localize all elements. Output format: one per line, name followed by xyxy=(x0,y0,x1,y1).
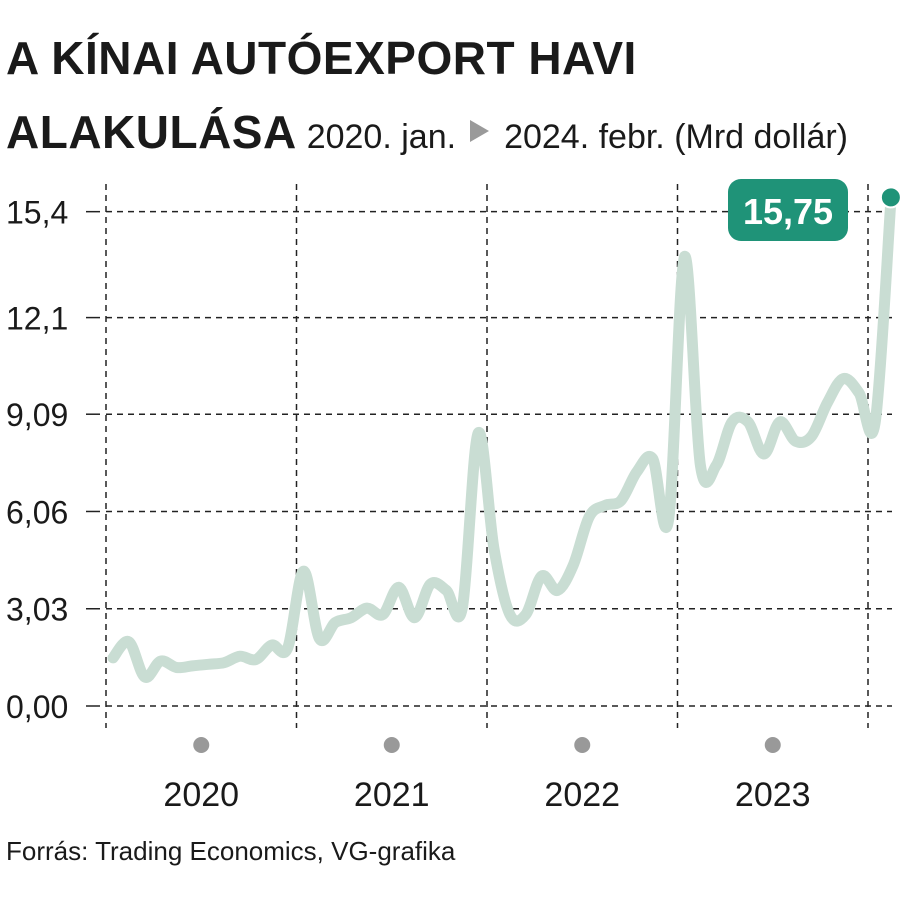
data-point xyxy=(807,431,817,441)
chart-subtitle: 2020. jan. 2024. febr. (Mrd dollár) xyxy=(307,118,848,156)
x-tick-label: 2023 xyxy=(735,776,811,814)
chart-title-text: ALAKULÁSA xyxy=(6,106,297,158)
y-tick-label: 6,06 xyxy=(6,494,68,530)
data-point xyxy=(473,428,483,438)
x-tick-label: 2020 xyxy=(163,776,239,814)
data-point xyxy=(584,512,594,522)
y-tick-label: 9,09 xyxy=(6,397,68,433)
data-point xyxy=(727,417,737,427)
series-line xyxy=(107,194,897,683)
data-point xyxy=(711,460,721,470)
data-point xyxy=(267,640,277,650)
data-point xyxy=(537,571,547,581)
data-point xyxy=(680,252,690,262)
x-tick-label: 2022 xyxy=(544,776,620,814)
data-point xyxy=(854,388,864,398)
subtitle-start: 2020. jan. xyxy=(306,118,457,156)
data-point xyxy=(822,398,832,408)
data-point xyxy=(553,585,563,595)
data-point xyxy=(378,610,388,620)
data-point xyxy=(648,454,658,464)
subtitle-end: 2024. febr. (Mrd dollár) xyxy=(504,118,848,156)
data-point xyxy=(172,662,182,672)
data-point xyxy=(140,672,150,682)
chart-title-line1: A KÍNAI AUTÓEXPORT HAVI xyxy=(6,32,637,84)
year-marker-dot xyxy=(574,737,591,753)
data-point xyxy=(441,585,451,595)
y-tick-label: 15,4 xyxy=(6,195,68,231)
x-tick-label: 2021 xyxy=(354,776,430,814)
data-point xyxy=(108,653,118,663)
data-point xyxy=(870,419,880,429)
data-point xyxy=(299,566,309,576)
data-point xyxy=(695,460,705,470)
chart-title-line2: ALAKULÁSA 2020. jan. 2024. febr. (Mrd doll… xyxy=(6,104,848,165)
data-point xyxy=(759,449,769,459)
y-tick-label: 3,03 xyxy=(6,592,68,628)
data-point xyxy=(330,618,340,628)
data-point xyxy=(362,603,372,613)
data-point xyxy=(410,613,420,623)
data-point xyxy=(505,610,515,620)
data-point xyxy=(743,417,753,427)
data-point xyxy=(394,582,404,592)
data-point xyxy=(775,417,785,427)
y-tick-label: 0,00 xyxy=(6,689,68,725)
data-point xyxy=(489,544,499,554)
year-marker-dot xyxy=(193,737,210,753)
value-badge xyxy=(728,179,848,241)
data-point xyxy=(791,436,801,446)
data-point xyxy=(664,515,674,525)
data-point xyxy=(616,496,626,506)
data-point xyxy=(600,500,610,510)
data-point xyxy=(568,560,578,570)
year-marker-dot xyxy=(383,737,400,753)
data-point xyxy=(219,658,229,668)
data-point xyxy=(314,634,324,644)
data-point xyxy=(124,637,134,647)
data-point xyxy=(203,659,213,669)
year-marker-dot xyxy=(764,737,781,753)
value-badge-label: 15,75 xyxy=(743,191,833,232)
data-point xyxy=(346,613,356,623)
data-point xyxy=(838,374,848,384)
last-value-dot xyxy=(879,186,900,209)
data-point xyxy=(426,579,436,589)
triangle-right-icon xyxy=(468,105,490,161)
data-point xyxy=(521,610,531,620)
data-point xyxy=(251,654,261,664)
data-point xyxy=(632,467,642,477)
data-point xyxy=(457,603,467,613)
source-note: Forrás: Trading Economics, VG-grafika xyxy=(6,836,456,866)
y-tick-label: 12,1 xyxy=(6,301,68,337)
data-point xyxy=(187,661,197,671)
data-point xyxy=(283,643,293,653)
data-point xyxy=(235,651,245,661)
data-point xyxy=(156,656,166,666)
